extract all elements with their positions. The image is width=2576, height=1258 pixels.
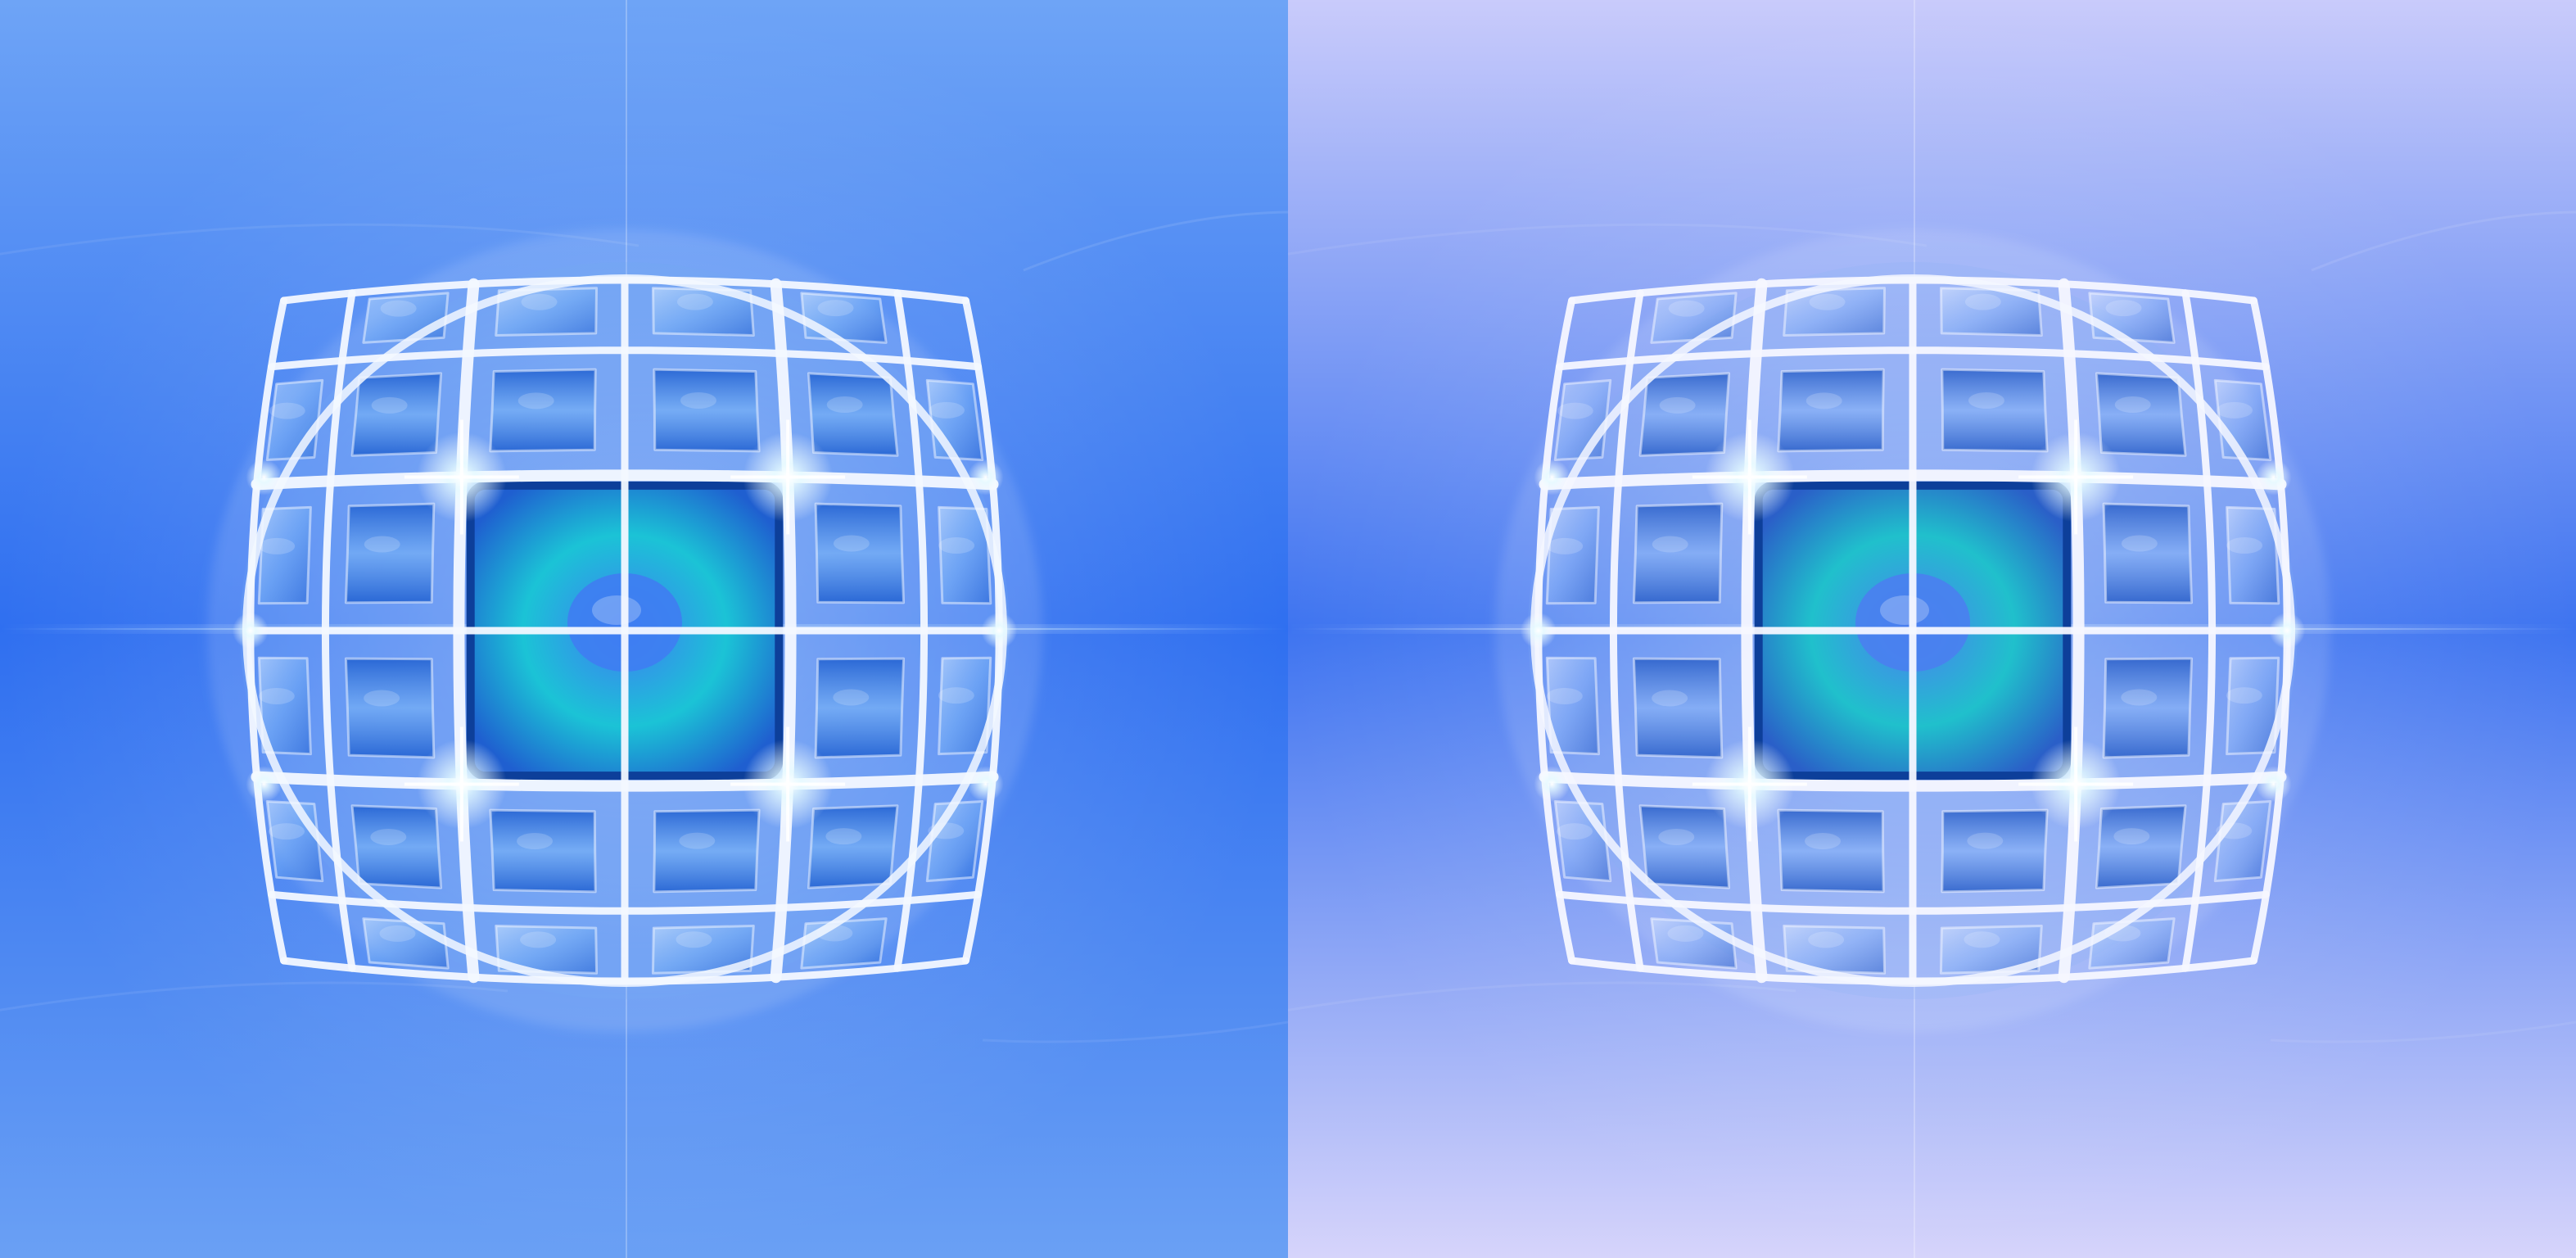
glass-cells — [1545, 287, 2280, 975]
frame-struts — [1534, 276, 2291, 985]
glass-lattice-sphere-scene — [0, 0, 1288, 1258]
lattice-sphere — [1495, 229, 2330, 1032]
glass-lattice-sphere-scene — [1288, 0, 2576, 1258]
left-panel — [0, 0, 1288, 1258]
glass-cells — [257, 287, 992, 975]
lattice-sphere — [207, 229, 1042, 1032]
right-panel — [1288, 0, 2576, 1258]
sparkles — [1520, 419, 2306, 842]
sparkles — [232, 419, 1018, 842]
